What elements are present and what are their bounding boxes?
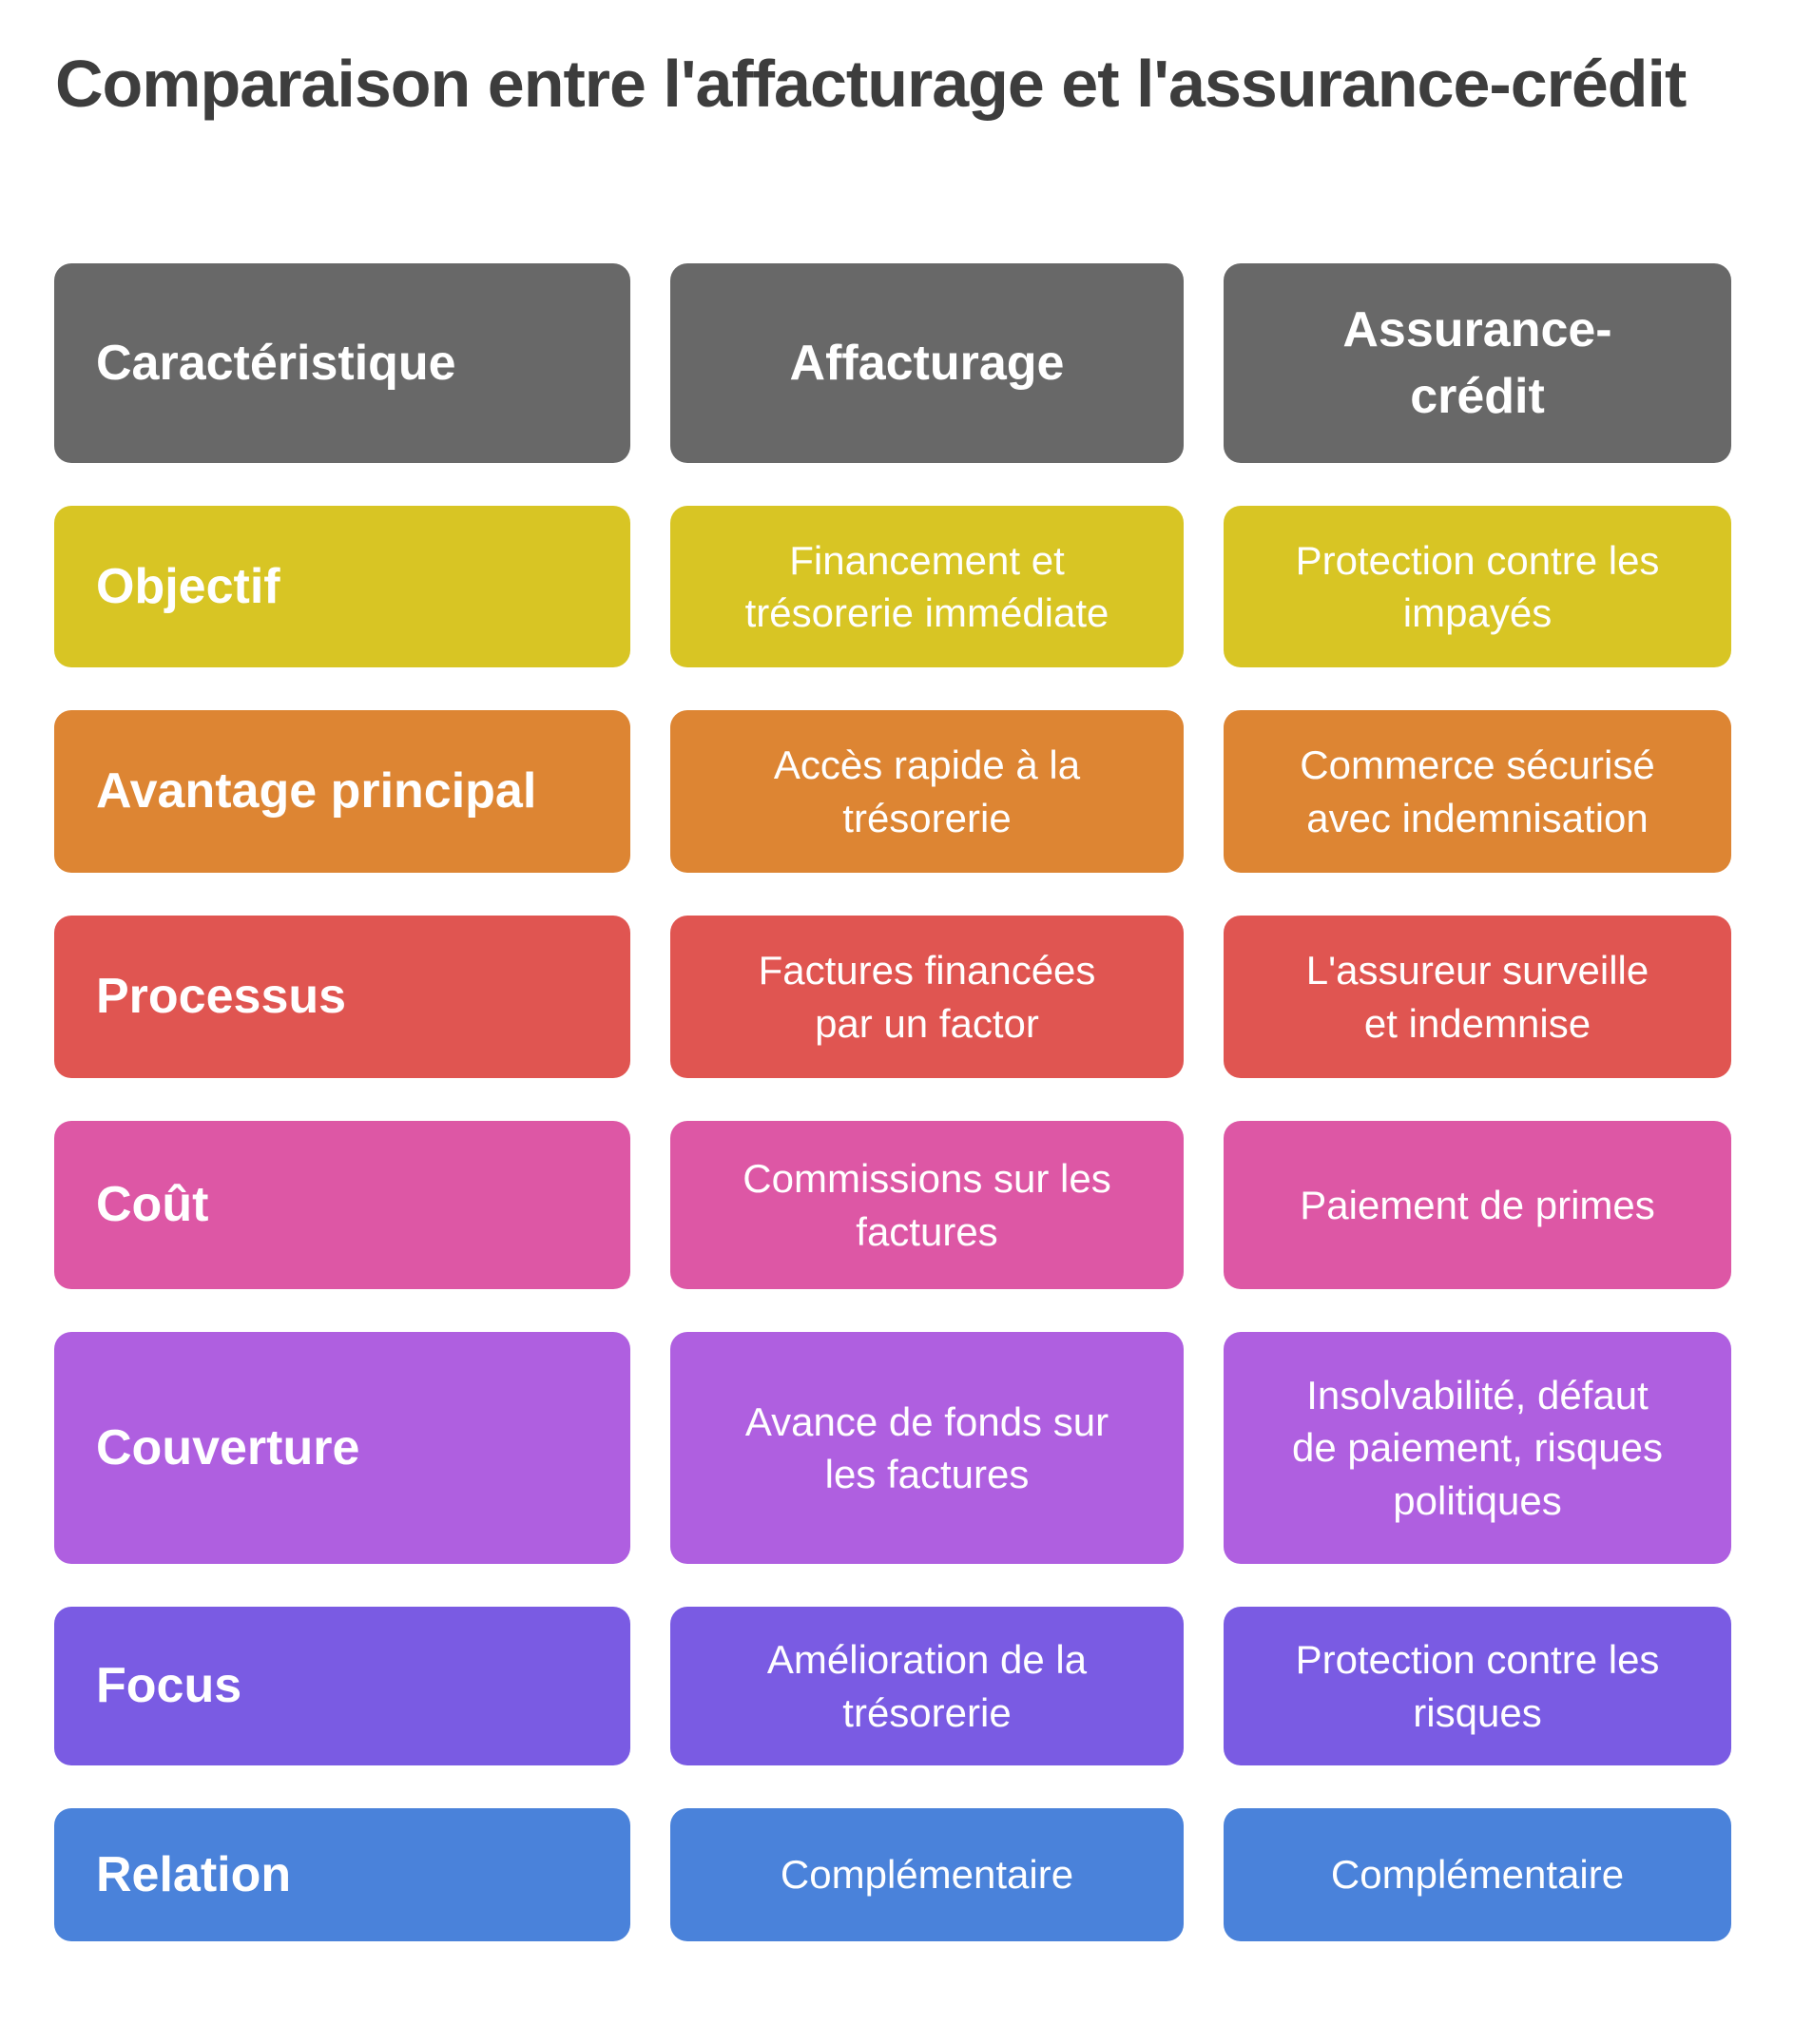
value-cell-couverture-affacturage: Avance de fonds sur les factures <box>670 1332 1184 1564</box>
header-cell-caracteristique: Caractéristique <box>54 263 630 463</box>
header-cell-assurance-credit: Assurance- crédit <box>1224 263 1731 463</box>
value-cell-focus-affacturage: Amélioration de la trésorerie <box>670 1607 1184 1765</box>
value-cell-cout-assurance-credit: Paiement de primes <box>1224 1121 1731 1289</box>
value-cell-cout-affacturage: Commissions sur les factures <box>670 1121 1184 1289</box>
value-cell-couverture-assurance-credit: Insolvabilité, défaut de paiement, risqu… <box>1224 1332 1731 1564</box>
feature-cell-avantage-principal: Avantage principal <box>54 710 630 873</box>
feature-cell-focus: Focus <box>54 1607 630 1765</box>
feature-cell-objectif: Objectif <box>54 506 630 667</box>
page-title: Comparaison entre l'affacturage et l'ass… <box>55 47 1687 121</box>
feature-cell-couverture: Couverture <box>54 1332 630 1564</box>
value-cell-objectif-affacturage: Financement et trésorerie immédiate <box>670 506 1184 667</box>
value-cell-avantage-affacturage: Accès rapide à la trésorerie <box>670 710 1184 873</box>
value-cell-processus-affacturage: Factures financées par un factor <box>670 916 1184 1078</box>
comparison-table: Caractéristique Affacturage Assurance- c… <box>54 263 1731 1941</box>
value-cell-relation-affacturage: Complémentaire <box>670 1808 1184 1941</box>
value-cell-avantage-assurance-credit: Commerce sécurisé avec indemnisation <box>1224 710 1731 873</box>
value-cell-processus-assurance-credit: L'assureur surveille et indemnise <box>1224 916 1731 1078</box>
feature-cell-cout: Coût <box>54 1121 630 1289</box>
value-cell-relation-assurance-credit: Complémentaire <box>1224 1808 1731 1941</box>
header-cell-affacturage: Affacturage <box>670 263 1184 463</box>
value-cell-focus-assurance-credit: Protection contre les risques <box>1224 1607 1731 1765</box>
feature-cell-relation: Relation <box>54 1808 630 1941</box>
value-cell-objectif-assurance-credit: Protection contre les impayés <box>1224 506 1731 667</box>
feature-cell-processus: Processus <box>54 916 630 1078</box>
